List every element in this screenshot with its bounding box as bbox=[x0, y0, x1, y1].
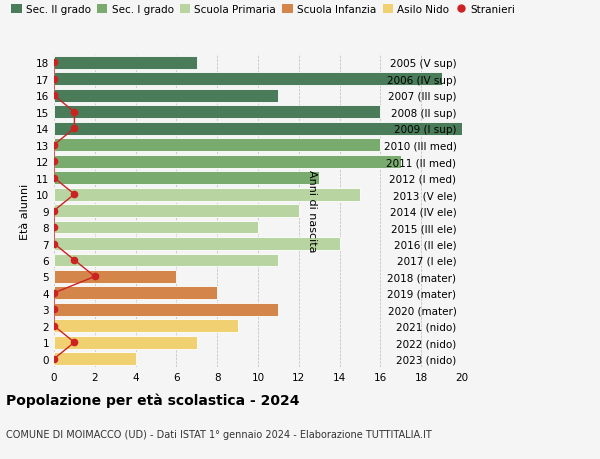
Bar bbox=[54, 106, 380, 119]
Bar bbox=[54, 172, 319, 185]
Bar bbox=[54, 254, 278, 267]
Bar bbox=[54, 353, 136, 365]
Bar bbox=[54, 139, 380, 152]
Bar bbox=[54, 73, 442, 86]
Text: COMUNE DI MOIMACCO (UD) - Dati ISTAT 1° gennaio 2024 - Elaborazione TUTTITALIA.I: COMUNE DI MOIMACCO (UD) - Dati ISTAT 1° … bbox=[6, 429, 432, 439]
Bar bbox=[54, 123, 462, 135]
Bar bbox=[54, 287, 217, 300]
Bar bbox=[54, 303, 278, 316]
Bar bbox=[54, 221, 258, 234]
Y-axis label: Anni di nascita: Anni di nascita bbox=[307, 170, 317, 252]
Bar bbox=[54, 188, 360, 201]
Bar bbox=[54, 90, 278, 102]
Text: Popolazione per età scolastica - 2024: Popolazione per età scolastica - 2024 bbox=[6, 392, 299, 407]
Legend: Sec. II grado, Sec. I grado, Scuola Primaria, Scuola Infanzia, Asilo Nido, Stran: Sec. II grado, Sec. I grado, Scuola Prim… bbox=[11, 5, 515, 15]
Bar bbox=[54, 205, 299, 218]
Bar bbox=[54, 238, 340, 251]
Bar bbox=[54, 156, 401, 168]
Bar bbox=[54, 336, 197, 349]
Bar bbox=[54, 57, 197, 70]
Y-axis label: Età alunni: Età alunni bbox=[20, 183, 31, 239]
Bar bbox=[54, 320, 238, 332]
Bar bbox=[54, 270, 176, 283]
